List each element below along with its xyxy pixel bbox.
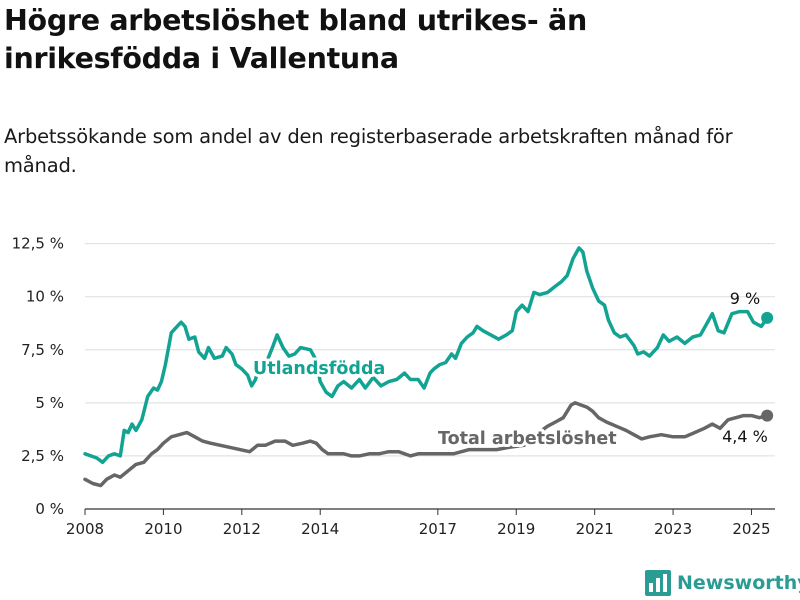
series-end-marker [761,311,774,324]
end-value-label-utlandsfodda: 9 % [730,289,760,308]
y-tick-label: 10 % [26,288,64,306]
y-tick-label: 12,5 % [12,235,64,253]
chart-subtitle: Arbetssökande som andel av den registerb… [4,125,733,177]
x-axis: 2008 2010 2012 2014 2017 2019 2021 2023 2025 [66,509,771,538]
x-tick-label: 2010 [144,520,182,538]
bar-chart-logo-icon [645,570,671,596]
x-tick-label: 2017 [419,520,457,538]
y-tick-label: 5 % [35,394,64,412]
series-line-total [83,401,769,488]
end-value-label-total: 4,4 % [722,427,768,446]
brand-name: Newsworthy [677,572,800,594]
series-end-marker [761,409,774,422]
newsworthy-brand: Newsworthy [645,568,800,598]
grid-lines [85,243,775,510]
y-tick-label: 2,5 % [21,447,64,465]
series-lines [83,246,774,488]
x-tick-label: 2014 [301,520,339,538]
y-axis: 0 % 2,5 % 5 % 7,5 % 10 % 12,5 % [12,235,64,518]
series-label-utlandsfodda-halo: Utlandsfödda [253,359,385,379]
chart-title: Högre arbetslöshet bland utrikes- än inr… [4,4,587,75]
x-tick-label: 2021 [576,520,614,538]
y-tick-label: 0 % [35,500,64,518]
x-tick-label: 2025 [732,520,770,538]
x-tick-label: 2023 [654,520,692,538]
x-tick-label: 2019 [497,520,535,538]
x-tick-label: 2008 [66,520,104,538]
series-line-utlandsfodda [83,246,769,465]
series-label-total-halo: Total arbetslöshet [438,429,617,449]
x-tick-label: 2012 [223,520,261,538]
series-label-utlandsfodda: Utlandsfödda [253,359,385,379]
series-label-total: Total arbetslöshet [438,429,617,449]
y-tick-label: 7,5 % [21,341,64,359]
